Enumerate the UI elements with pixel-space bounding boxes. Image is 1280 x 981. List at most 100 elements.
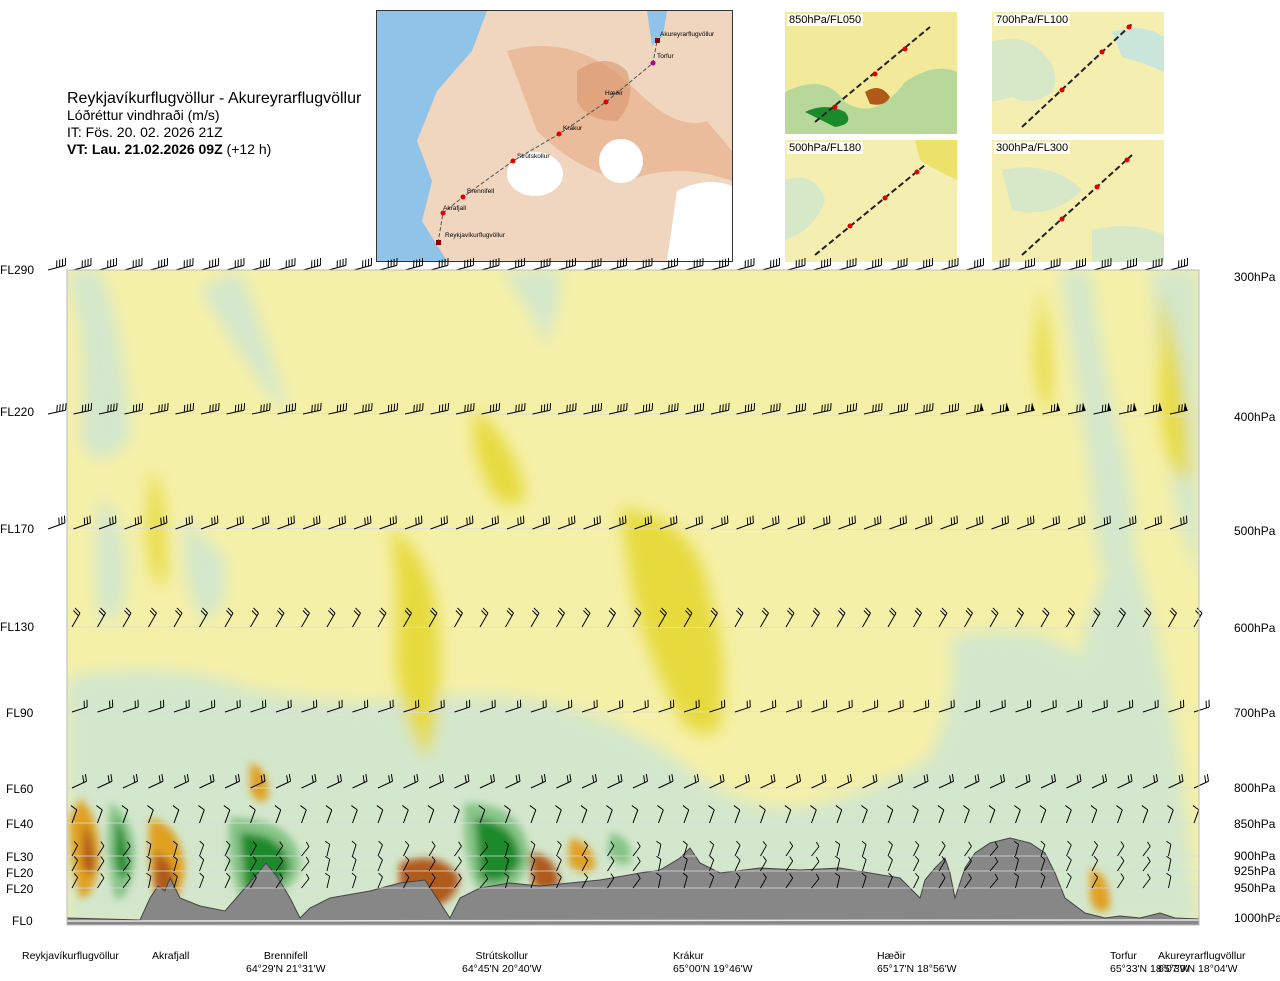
map-label-krakur: Krákur (563, 125, 583, 132)
wind-barb (1013, 855, 1019, 872)
wind-barb-feather (566, 775, 569, 783)
level-left-fl40: FL40 (6, 817, 34, 831)
wind-barb-feather (440, 700, 442, 709)
wind-barb-feather (651, 258, 653, 266)
wind-barb-feather (1052, 517, 1055, 525)
wind-barb-feather (927, 699, 930, 708)
wind-barb-feather (300, 805, 307, 811)
wind-barb (147, 805, 154, 824)
wind-barb-feather (492, 404, 495, 412)
wind-barb-shaft (377, 809, 384, 824)
wind-barb-shaft (1091, 845, 1099, 857)
wind-barb-feather (422, 402, 424, 411)
wind-barb (887, 855, 893, 872)
level-left-fl30: FL30 (6, 850, 34, 864)
wind-barb-feather (260, 404, 262, 413)
wind-barb (734, 699, 751, 713)
wind-barb-feather (498, 402, 501, 411)
wind-barb-shaft (199, 859, 205, 872)
wind-barb (301, 607, 310, 628)
wind-barb (377, 773, 393, 789)
wind-barb (991, 258, 1010, 271)
wind-barb-feather (446, 515, 448, 523)
wind-barb (428, 607, 438, 628)
wind-barb-feather (115, 258, 118, 266)
wind-barb-feather (146, 840, 152, 845)
wind-barb (708, 805, 715, 824)
wind-barb (455, 515, 474, 530)
wind-barb-feather (925, 700, 927, 709)
wind-barb-shaft (454, 860, 462, 872)
wind-barb (938, 699, 955, 713)
wind-barb (761, 258, 781, 271)
wind-barb-feather (796, 775, 799, 783)
wind-barb-feather (1093, 841, 1098, 846)
wind-barb-feather (161, 259, 163, 267)
wind-barb (454, 856, 462, 872)
wind-barb-shaft (403, 877, 410, 889)
wind-barb-feather (830, 402, 832, 411)
wind-barb-feather (520, 258, 523, 267)
wind-barb (581, 856, 589, 872)
wind-barb-shaft (479, 846, 489, 857)
wind-barb-feather (278, 607, 285, 614)
wind-barb-shaft (734, 844, 741, 857)
wind-barb-feather (417, 699, 420, 708)
wind-barb (1118, 515, 1137, 530)
wind-barb-feather (1167, 805, 1174, 811)
wind-barb (479, 873, 489, 889)
wind-barb-feather (279, 873, 284, 879)
wind-barb-feather (625, 258, 628, 266)
wind-barb-shaft (1142, 878, 1151, 889)
wind-barb-shaft (734, 809, 741, 824)
wind-barb (1142, 699, 1159, 713)
wind-barb-feather (495, 403, 498, 411)
wind-barb (658, 773, 674, 789)
wind-barb-feather (848, 517, 851, 525)
wind-barb-shaft (301, 878, 310, 889)
wind-barb-feather (518, 404, 520, 412)
wind-barb (1040, 855, 1046, 872)
wind-barb-feather (855, 402, 858, 411)
wind-barb (863, 402, 883, 415)
wind-barb-feather (726, 515, 729, 523)
wind-barb (275, 856, 284, 872)
wind-barb (301, 841, 310, 857)
wind-barb-feather (1002, 259, 1004, 267)
wind-barb-feather (498, 258, 500, 266)
wind-barb-feather (1013, 855, 1019, 860)
wind-barb-feather (1101, 404, 1104, 413)
wind-barb-feather (855, 258, 857, 266)
wind-barb-feather (183, 260, 185, 268)
wind-barb-feather (899, 517, 902, 525)
wind-barb-feather (994, 841, 999, 848)
wind-barb-feather (431, 856, 436, 861)
wind-barb-feather (1002, 404, 1005, 412)
wind-barb-feather (146, 855, 152, 860)
wind-barb-feather (596, 516, 599, 524)
wind-barb-feather (923, 404, 925, 413)
wind-barb-feather (1171, 607, 1177, 614)
wind-barb (71, 856, 79, 872)
wind-barb (530, 840, 536, 857)
wind-barb-feather (863, 610, 870, 617)
wind-barb (1066, 773, 1082, 789)
wind-barb (122, 856, 131, 872)
wind-barb-feather (749, 699, 751, 708)
wind-barb-feather (84, 259, 86, 267)
wind-barb-feather (213, 699, 216, 708)
wind-barb-feather (815, 856, 820, 862)
wind-barb-feather (1118, 610, 1125, 617)
wind-barb (607, 699, 624, 713)
wind-barb-feather (58, 517, 60, 525)
wind-barb-feather (668, 775, 671, 783)
sink-core-3-peak (475, 818, 520, 881)
wind-barb-feather (890, 607, 897, 614)
wind-barb (1166, 840, 1172, 857)
wind-barb-feather (185, 700, 187, 709)
wind-barb-feather (914, 855, 920, 861)
wind-barb-feather (724, 516, 726, 524)
station-name: Akrafjall (152, 950, 190, 962)
wind-barb-feather (515, 404, 517, 413)
wind-barb-feather (912, 805, 919, 811)
